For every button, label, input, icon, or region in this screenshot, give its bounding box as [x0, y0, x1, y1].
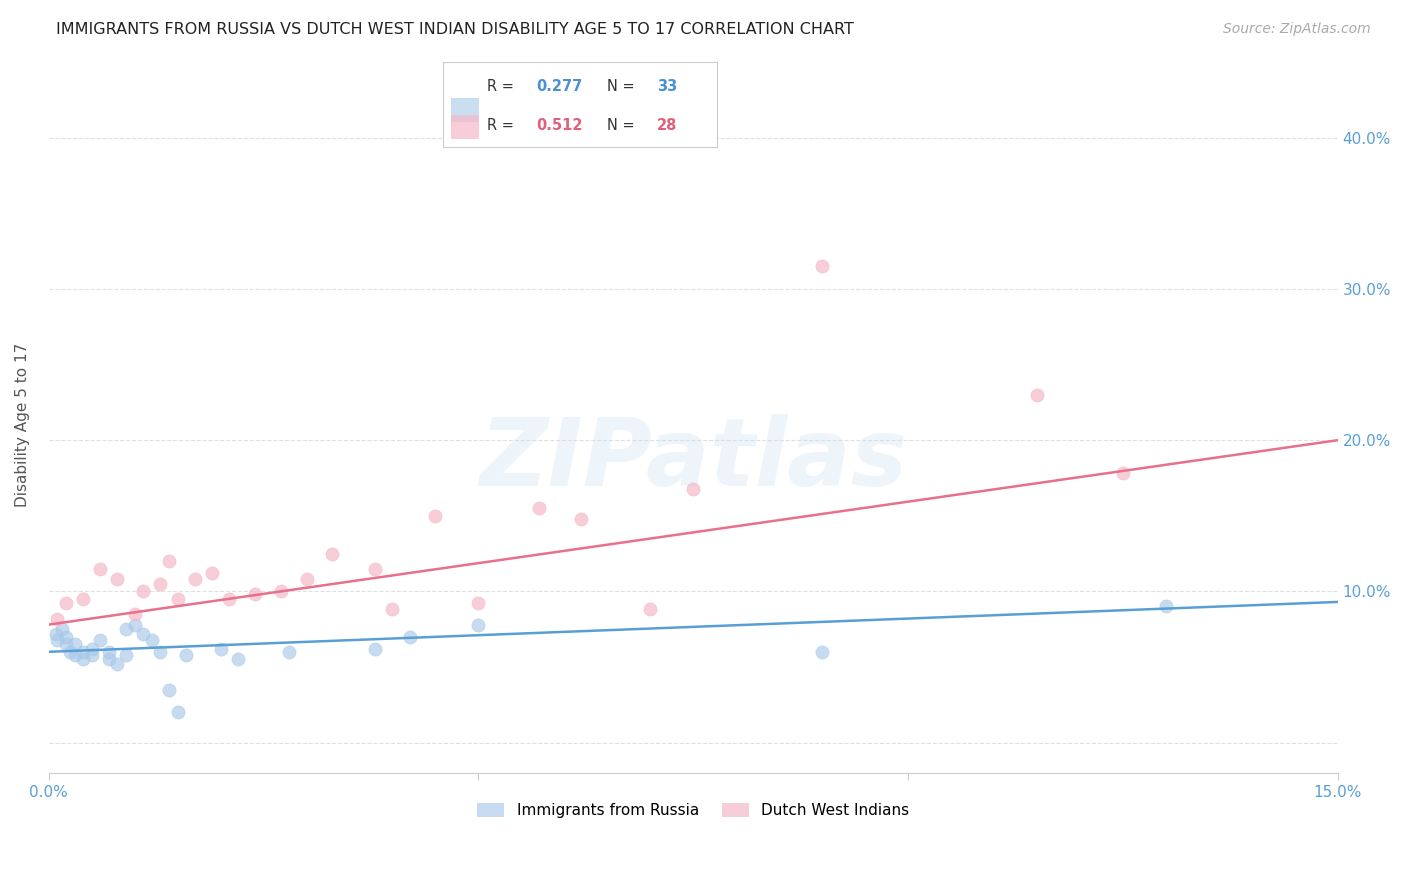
Point — [97, 652, 120, 666]
Point — [209, 641, 232, 656]
Point — [80, 641, 103, 656]
Point — [55, 637, 77, 651]
Point — [72, 645, 94, 659]
Point — [364, 641, 387, 656]
Point — [811, 260, 834, 274]
Text: IMMIGRANTS FROM RUSSIA VS DUTCH WEST INDIAN DISABILITY AGE 5 TO 17 CORRELATION C: IMMIGRANTS FROM RUSSIA VS DUTCH WEST IND… — [56, 22, 853, 37]
Text: 0.277: 0.277 — [536, 78, 582, 94]
Point — [157, 682, 180, 697]
Text: 33: 33 — [657, 78, 678, 94]
Point — [80, 648, 103, 662]
Point — [107, 572, 129, 586]
Point — [72, 591, 94, 606]
Point — [59, 645, 82, 659]
Point — [398, 630, 420, 644]
Point — [149, 645, 172, 659]
Point — [638, 602, 661, 616]
Text: 0.512: 0.512 — [536, 118, 582, 133]
Point — [1112, 467, 1135, 481]
Point — [63, 648, 86, 662]
Text: N =: N = — [607, 118, 640, 133]
Point — [149, 576, 172, 591]
Point — [51, 622, 73, 636]
Point — [115, 622, 138, 636]
Point — [201, 566, 224, 581]
Y-axis label: Disability Age 5 to 17: Disability Age 5 to 17 — [15, 343, 30, 508]
FancyBboxPatch shape — [451, 115, 478, 139]
Point — [381, 602, 404, 616]
Point — [55, 630, 77, 644]
Legend: Immigrants from Russia, Dutch West Indians: Immigrants from Russia, Dutch West India… — [471, 797, 915, 824]
Text: R =: R = — [486, 118, 519, 133]
Point — [682, 482, 704, 496]
Point — [467, 597, 489, 611]
Point — [46, 611, 69, 625]
Point — [124, 617, 146, 632]
Point — [46, 632, 69, 647]
Point — [141, 632, 163, 647]
Point — [89, 632, 111, 647]
Point — [166, 706, 188, 720]
Point — [467, 617, 489, 632]
Point — [527, 501, 550, 516]
Point — [132, 584, 155, 599]
Point — [226, 652, 249, 666]
Point — [571, 512, 593, 526]
Point — [132, 626, 155, 640]
Point — [107, 657, 129, 671]
FancyBboxPatch shape — [451, 98, 478, 122]
Point — [243, 587, 266, 601]
Point — [124, 607, 146, 621]
Point — [72, 652, 94, 666]
Point — [1025, 388, 1047, 402]
Point — [157, 554, 180, 568]
Text: ZIPatlas: ZIPatlas — [479, 414, 907, 506]
Text: R =: R = — [486, 78, 519, 94]
Point — [166, 591, 188, 606]
Text: Source: ZipAtlas.com: Source: ZipAtlas.com — [1223, 22, 1371, 37]
Point — [295, 572, 318, 586]
Text: 28: 28 — [657, 118, 678, 133]
Point — [1154, 599, 1177, 614]
Point — [115, 648, 138, 662]
Point — [364, 562, 387, 576]
Point — [425, 508, 447, 523]
Point — [174, 648, 197, 662]
Point — [89, 562, 111, 576]
Point — [45, 626, 67, 640]
Point — [218, 591, 240, 606]
Text: N =: N = — [607, 78, 640, 94]
Point — [184, 572, 207, 586]
Point — [55, 597, 77, 611]
Point — [278, 645, 301, 659]
Point — [63, 637, 86, 651]
Point — [321, 547, 343, 561]
Point — [270, 584, 292, 599]
Point — [811, 645, 834, 659]
Point — [97, 645, 120, 659]
